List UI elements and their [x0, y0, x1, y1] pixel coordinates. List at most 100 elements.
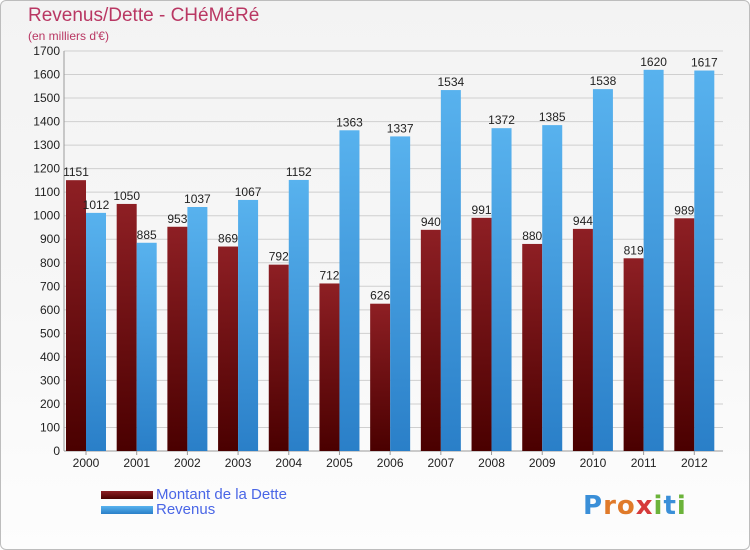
y-tick-label: 1000: [33, 209, 60, 223]
data-label-dette: 626: [370, 289, 390, 303]
y-tick-label: 700: [40, 279, 60, 293]
data-label-revenus: 1012: [83, 198, 110, 212]
data-label-revenus: 1538: [590, 74, 617, 88]
x-tick-label: 2009: [529, 456, 556, 470]
bar-dette: [116, 203, 137, 451]
bar-revenus: [339, 130, 360, 451]
y-tick-label: 1500: [33, 91, 60, 105]
data-label-revenus: 1067: [235, 185, 262, 199]
data-label-dette: 792: [269, 250, 289, 264]
x-axis-ticks: 2000 2001 2002 2003 2004 2005 2006 2007 2008 2009…: [73, 451, 708, 470]
logo-letter: i: [676, 491, 687, 521]
data-label-dette: 989: [674, 203, 694, 217]
bar-dette: [471, 217, 492, 451]
y-tick-label: 100: [40, 420, 60, 434]
data-label-revenus: 885: [137, 228, 157, 242]
data-label-dette: 940: [421, 215, 441, 229]
bar-revenus: [390, 136, 411, 452]
data-label-dette: 1050: [113, 189, 140, 203]
chart-subtitle: (en milliers d'€): [28, 29, 109, 43]
bar-revenus: [542, 125, 563, 451]
logo-letter: P: [583, 491, 604, 521]
x-tick-label: 2002: [174, 456, 201, 470]
y-tick-label: 1300: [33, 138, 60, 152]
y-tick-label: 500: [40, 326, 60, 340]
bar-revenus: [440, 90, 461, 451]
y-tick-label: 600: [40, 303, 60, 317]
logo-letter: x: [635, 491, 654, 521]
data-label-dette: 1151: [63, 165, 89, 179]
x-tick-label: 2003: [225, 456, 252, 470]
chart-title: Revenus/Dette - CHéMéRé: [28, 5, 260, 26]
y-tick-label: 200: [40, 397, 60, 411]
bar-dette: [572, 228, 593, 451]
legend-label-revenus: Revenus: [156, 501, 216, 518]
y-tick-label: 1400: [33, 115, 60, 129]
logo-letter: r: [603, 491, 617, 521]
data-label-dette: 869: [218, 232, 238, 246]
legend-swatch-dette: [101, 491, 153, 499]
y-tick-label: 1200: [33, 162, 60, 176]
data-label-revenus: 1617: [691, 56, 718, 70]
legend-label-dette: Montant de la Dette: [156, 486, 287, 503]
x-tick-label: 2000: [73, 456, 100, 470]
x-tick-label: 2006: [377, 456, 404, 470]
data-label-revenus: 1385: [539, 110, 566, 124]
data-label-dette: 712: [319, 268, 339, 282]
y-tick-label: 1600: [33, 68, 60, 82]
data-label-revenus: 1363: [336, 115, 363, 129]
x-tick-label: 2011: [631, 456, 657, 470]
x-tick-label: 2001: [123, 456, 150, 470]
y-tick-label: 400: [40, 350, 60, 364]
bar-dette: [370, 303, 391, 451]
bar-revenus: [694, 70, 715, 451]
bar-revenus: [136, 242, 157, 451]
x-tick-label: 2008: [478, 456, 505, 470]
data-label-revenus: 1620: [640, 55, 667, 69]
y-axis-ticks: 0 100 200 300 400 500 600 700 800 900 1000 1100 1200…: [33, 44, 60, 458]
logo-letter: o: [616, 491, 636, 521]
bar-revenus: [592, 89, 613, 451]
bar-revenus: [491, 128, 512, 452]
data-label-dette: 953: [167, 212, 187, 226]
bar-revenus: [643, 69, 664, 451]
bars: [66, 69, 715, 452]
data-label-revenus: 1037: [184, 192, 211, 206]
bar-dette: [268, 264, 289, 451]
bar-revenus: [86, 212, 106, 451]
data-label-revenus: 1337: [387, 121, 414, 135]
data-label-revenus: 1372: [488, 113, 515, 127]
bar-revenus: [238, 199, 259, 451]
y-tick-label: 300: [40, 373, 60, 387]
proxiti-logo: Proxiti: [583, 491, 687, 521]
x-tick-label: 2012: [681, 456, 708, 470]
data-label-dette: 880: [522, 229, 542, 243]
bar-dette: [522, 243, 543, 451]
y-tick-label: 1700: [33, 44, 60, 58]
data-label-dette: 991: [472, 203, 492, 217]
y-tick-label: 1100: [34, 185, 60, 199]
data-label-dette: 819: [624, 243, 644, 257]
y-tick-label: 900: [40, 232, 60, 246]
data-label-revenus: 1534: [437, 75, 464, 89]
bar-dette: [218, 246, 239, 451]
bar-dette: [623, 258, 644, 451]
y-tick-label: 0: [53, 444, 60, 458]
legend-swatch-revenus: [101, 506, 153, 514]
data-label-revenus: 1152: [286, 165, 312, 179]
logo-letter: i: [653, 491, 664, 521]
data-label-dette: 944: [573, 214, 593, 228]
bar-revenus: [288, 179, 309, 452]
bar-dette: [674, 218, 695, 451]
x-tick-label: 2004: [275, 456, 302, 470]
y-tick-label: 800: [40, 256, 60, 270]
bar-dette: [420, 229, 441, 451]
x-tick-label: 2007: [427, 456, 454, 470]
x-tick-label: 2010: [580, 456, 607, 470]
bar-dette: [66, 180, 86, 452]
bar-revenus: [187, 207, 208, 451]
bar-dette: [319, 283, 340, 451]
